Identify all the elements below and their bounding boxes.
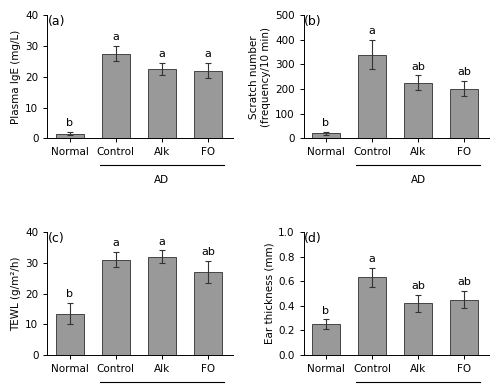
Text: a: a [158, 49, 166, 59]
Y-axis label: Scratch number
(frequency/10 min): Scratch number (frequency/10 min) [250, 27, 271, 127]
Bar [194, 272, 222, 355]
Text: (c): (c) [48, 232, 64, 245]
Bar [312, 134, 340, 138]
Text: (a): (a) [48, 15, 65, 28]
Bar [102, 260, 130, 355]
Bar [404, 83, 432, 138]
Text: a: a [112, 32, 119, 42]
Y-axis label: Plasma IgE (mg/L): Plasma IgE (mg/L) [11, 30, 21, 124]
Text: (b): (b) [304, 15, 322, 28]
Text: a: a [112, 238, 119, 248]
Y-axis label: Ear thickness (mm): Ear thickness (mm) [264, 243, 274, 344]
Bar [194, 71, 222, 138]
Text: ab: ab [412, 62, 425, 72]
Bar [450, 300, 478, 355]
Bar [102, 54, 130, 138]
Bar [148, 69, 176, 138]
Bar [56, 134, 84, 138]
Text: a: a [368, 26, 376, 36]
Bar [404, 303, 432, 355]
Bar [56, 313, 84, 355]
Bar [358, 278, 386, 355]
Text: a: a [368, 254, 376, 264]
Text: ab: ab [412, 281, 425, 291]
Text: AD: AD [154, 175, 170, 185]
Bar [358, 54, 386, 138]
Text: a: a [204, 49, 212, 59]
Text: ab: ab [201, 247, 215, 257]
Text: b: b [322, 119, 330, 129]
Text: b: b [66, 119, 73, 129]
Bar [148, 257, 176, 355]
Text: b: b [322, 306, 330, 316]
Text: b: b [66, 289, 73, 299]
Text: ab: ab [458, 68, 471, 78]
Bar [450, 88, 478, 138]
Bar [312, 324, 340, 355]
Text: a: a [158, 237, 166, 247]
Text: ab: ab [458, 278, 471, 287]
Text: (d): (d) [304, 232, 322, 245]
Y-axis label: TEWL (g/m²/h): TEWL (g/m²/h) [11, 256, 21, 331]
Text: AD: AD [410, 175, 426, 185]
